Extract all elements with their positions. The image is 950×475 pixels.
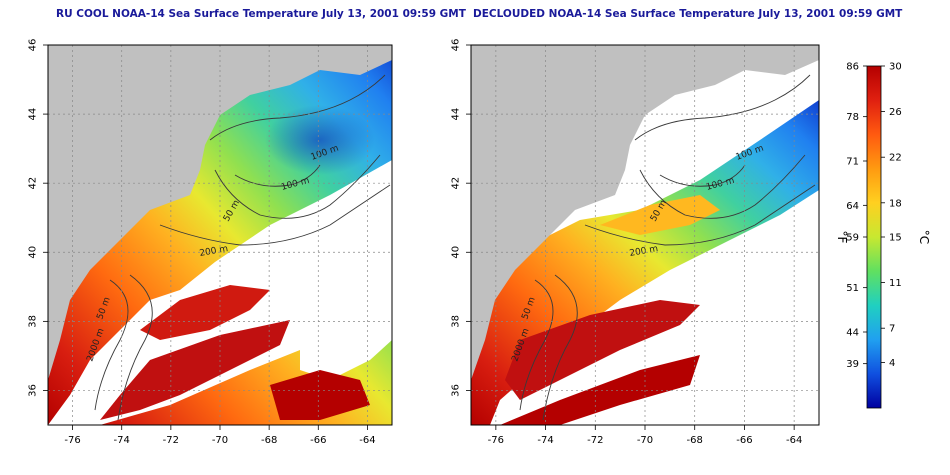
celsius-tick-label: 15: [889, 233, 902, 244]
cloud-cover-patch: [300, 255, 392, 380]
fahrenheit-tick-label: 59: [846, 233, 859, 244]
celsius-tick-label: 18: [889, 198, 902, 209]
y-tick-label: 40: [28, 246, 39, 259]
x-tick-label: -64: [786, 435, 802, 446]
x-tick-label: -66: [310, 435, 326, 446]
contour-label: 200 m: [199, 244, 229, 259]
warm-water-patch: [100, 320, 290, 420]
land-mass: [471, 45, 819, 380]
celsius-tick-label: 11: [889, 278, 902, 289]
y-tick-label: 46: [28, 39, 39, 52]
fahrenheit-tick-label: 78: [846, 112, 859, 123]
map-axes: -76 -74 -72 -70 -68 -66 -64 36 38 40 42 44 46: [451, 39, 803, 446]
colorbar-scale: [866, 65, 882, 409]
y-tick-label: 40: [451, 246, 462, 259]
x-tick-label: -74: [537, 435, 553, 446]
right-map: 100 m 100 m 50 m 200 m 50 m 2000 m -76 -7…: [451, 39, 820, 446]
depth-contours: [519, 74, 816, 421]
celsius-tick-label: 26: [889, 107, 902, 118]
x-tick-label: -72: [587, 435, 603, 446]
fahrenheit-unit-label: °F: [835, 231, 849, 244]
y-tick-label: 38: [451, 315, 462, 328]
left-map: 100 m 100 m 50 m 200 m 50 m 2000 m -76 -7…: [28, 39, 393, 446]
colorbar: °F °C 86 78 71 64 59 51 44 39 30 26 22 18 15 11 7 4: [835, 62, 931, 409]
lat-lon-grid: [48, 45, 392, 425]
fahrenheit-tick-label: 39: [846, 359, 859, 370]
fahrenheit-tick-label: 71: [846, 157, 859, 168]
warm-water-patch: [140, 285, 270, 340]
y-tick-label: 42: [28, 177, 39, 190]
fahrenheit-tick-label: 86: [846, 62, 859, 73]
y-tick-label: 36: [451, 384, 462, 397]
x-tick-label: -70: [212, 435, 228, 446]
cold-water-region: [265, 105, 375, 175]
y-tick-label: 46: [451, 39, 462, 52]
land-mass: [48, 45, 392, 380]
y-tick-label: 44: [451, 108, 462, 121]
left-map-title: RU COOL NOAA-14 Sea Surface Temperature …: [56, 8, 466, 20]
y-tick-label: 38: [28, 315, 39, 328]
y-tick-label: 36: [28, 384, 39, 397]
x-tick-label: -68: [687, 435, 703, 446]
warm-water-patch: [500, 355, 700, 425]
celsius-tick-label: 4: [889, 358, 895, 369]
contour-label: 200 m: [629, 244, 659, 259]
x-tick-label: -74: [114, 435, 130, 446]
x-tick-label: -76: [488, 435, 504, 446]
fahrenheit-tick-label: 51: [846, 283, 859, 294]
celsius-tick-label: 30: [889, 62, 902, 73]
x-tick-label: -64: [359, 435, 375, 446]
map-axes: -76 -74 -72 -70 -68 -66 -64 36 38 40 42 44 46: [28, 39, 376, 446]
depth-contours: [94, 74, 391, 421]
lat-lon-grid: [471, 45, 819, 425]
x-tick-label: -76: [64, 435, 80, 446]
x-tick-label: -66: [736, 435, 752, 446]
celsius-unit-label: °C: [917, 230, 931, 244]
fahrenheit-tick-label: 64: [846, 201, 859, 212]
right-map-title: DECLOUDED NOAA-14 Sea Surface Temperatur…: [473, 8, 903, 20]
celsius-tick-label: 22: [889, 153, 902, 164]
celsius-tick-label: 7: [889, 324, 895, 335]
x-tick-label: -70: [637, 435, 653, 446]
y-tick-label: 42: [451, 177, 462, 190]
warm-water-patch: [270, 370, 370, 420]
y-tick-label: 44: [28, 108, 39, 121]
x-tick-label: -72: [163, 435, 179, 446]
fahrenheit-tick-label: 44: [846, 328, 859, 339]
x-tick-label: -68: [261, 435, 277, 446]
ocean-sst-field: [600, 195, 720, 235]
